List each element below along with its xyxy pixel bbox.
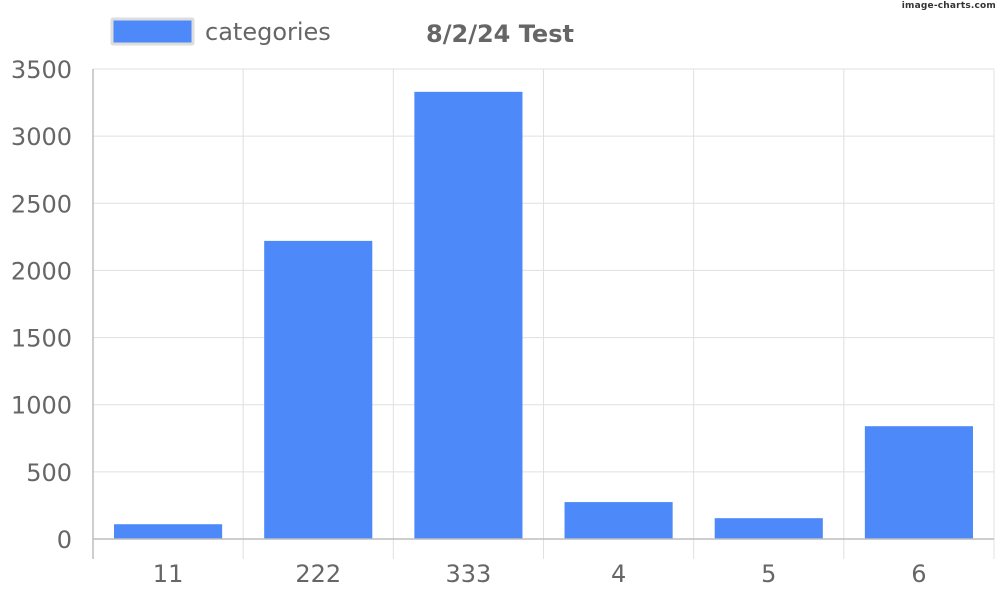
chart-bars [114,91,973,539]
chart-title: 8/2/24 Test [426,20,574,48]
chart-axes [92,69,994,559]
bar [414,91,523,539]
bar [564,502,673,539]
y-tick-label: 1000 [11,392,72,420]
bar [864,426,973,539]
x-axis-ticks: 11 222 333 4 5 6 [153,560,927,588]
y-tick-label: 3500 [11,56,72,84]
x-tick-label: 222 [295,560,341,588]
y-tick-label: 500 [26,459,72,487]
x-tick-label: 333 [446,560,492,588]
y-tick-label: 1500 [11,325,72,353]
bar [714,518,823,539]
watermark: image-charts.com [901,1,996,11]
x-tick-label: 5 [761,560,776,588]
legend-label: categories [205,18,331,46]
bar [264,240,373,539]
y-tick-label: 2000 [11,257,72,285]
y-tick-label: 0 [57,526,72,554]
y-tick-label: 2500 [11,190,72,218]
legend-swatch [110,17,195,46]
bar [114,524,223,539]
x-tick-label: 11 [153,560,184,588]
chart-grid [92,68,995,559]
x-tick-label: 4 [611,560,626,588]
x-tick-label: 6 [911,560,926,588]
y-tick-label: 3000 [11,123,72,151]
y-axis-ticks: 0 500 1000 1500 2000 2500 3000 3500 [11,56,72,554]
chart-legend: categories [110,17,331,46]
